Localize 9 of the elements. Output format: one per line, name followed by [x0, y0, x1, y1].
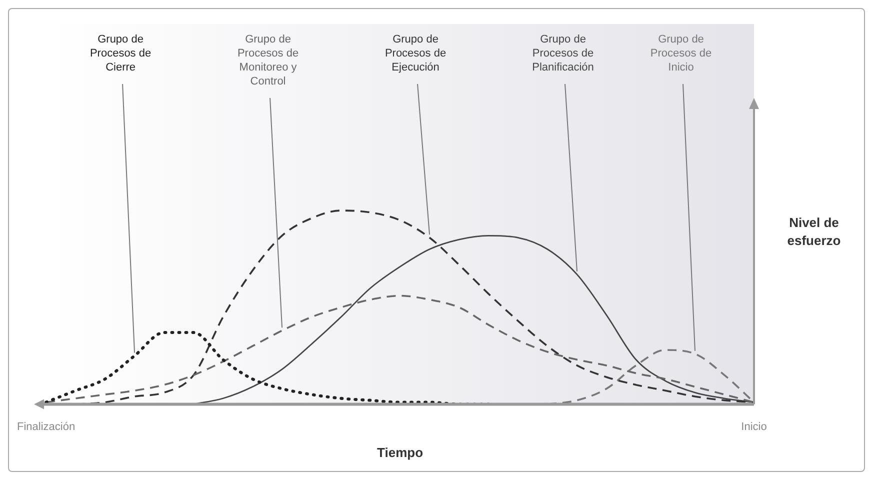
y-axis-title: Nivel de esfuerzo: [786, 214, 842, 250]
text: Grupo de Procesos de Planificación: [532, 34, 594, 74]
x-axis-title: Tiempo: [377, 444, 424, 460]
text: Grupo de Procesos de Monitoreo y Control: [237, 34, 299, 88]
text: Grupo de Procesos de Inicio: [650, 34, 712, 74]
text: Grupo de Procesos de Ejecución: [384, 34, 446, 74]
text: Grupo de Procesos de Cierre: [90, 34, 152, 74]
x-tick-label: Finalización: [16, 420, 76, 433]
x-tick-label: Inicio: [741, 420, 767, 433]
